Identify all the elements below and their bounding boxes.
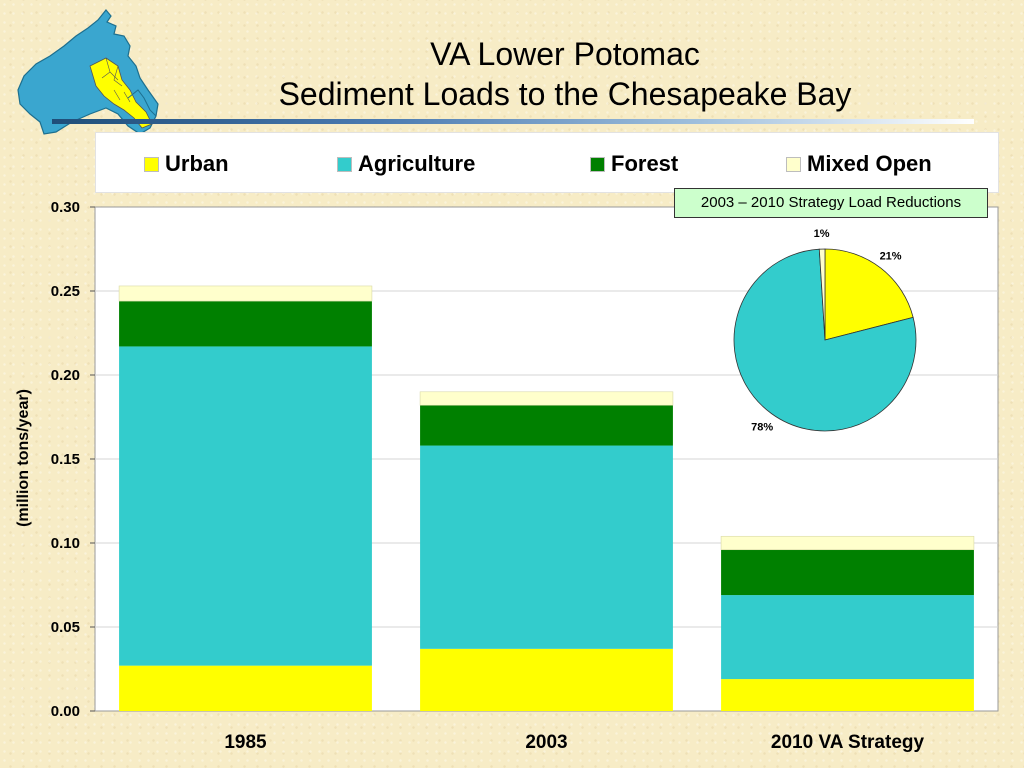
y-tick-label: 0.20 bbox=[51, 367, 80, 384]
bar-1985-agriculture bbox=[119, 346, 372, 666]
bar-2010-va-strategy-forest bbox=[721, 549, 974, 596]
title-line-1: VA Lower Potomac bbox=[430, 36, 700, 72]
legend-swatch-urban bbox=[144, 156, 159, 172]
x-tick-label: 1985 bbox=[224, 732, 267, 753]
y-tick-label: 0.10 bbox=[51, 535, 80, 552]
bar-2003-agriculture bbox=[420, 445, 673, 649]
bar-1985-mixed-open bbox=[118, 285, 373, 302]
legend-label-urban: Urban bbox=[165, 151, 229, 176]
bar-1985-urban bbox=[119, 665, 372, 711]
legend-item-mixed-open: Mixed Open bbox=[786, 151, 932, 176]
x-tick-label: 2010 VA Strategy bbox=[771, 732, 925, 753]
pie-chart-title: 2003 – 2010 Strategy Load Reductions bbox=[674, 188, 988, 218]
legend-label-agriculture: Agriculture bbox=[358, 151, 476, 176]
pie-label-urban: 21% bbox=[880, 250, 902, 262]
x-tick-label: 2003 bbox=[525, 732, 567, 753]
bar-2010-va-strategy-mixed-open bbox=[720, 535, 975, 551]
title-divider bbox=[52, 119, 974, 124]
legend-item-agriculture: Agriculture bbox=[337, 151, 476, 176]
pie-label-agriculture: 78% bbox=[751, 422, 773, 434]
legend-swatch-mixed-open bbox=[786, 156, 801, 172]
virginia-potomac-watershed-map-icon bbox=[17, 9, 159, 135]
legend-item-forest: Forest bbox=[590, 151, 679, 176]
pie-slice-mixed-open bbox=[818, 248, 826, 341]
y-tick-label: 0.00 bbox=[51, 703, 80, 720]
legend-swatch-agriculture bbox=[337, 156, 352, 172]
y-tick-label: 0.15 bbox=[51, 451, 80, 468]
bar-1985-forest bbox=[119, 301, 372, 347]
legend-item-urban: Urban bbox=[144, 151, 229, 176]
pie-slice-agriculture bbox=[733, 248, 917, 432]
y-tick-label: 0.05 bbox=[51, 619, 80, 636]
slide-title: VA Lower Potomac Sediment Loads to the C… bbox=[200, 34, 930, 114]
y-tick-label: 0.25 bbox=[51, 283, 80, 300]
bar-2003-mixed-open bbox=[419, 391, 674, 406]
legend-label-forest: Forest bbox=[611, 151, 679, 176]
bar-2010-va-strategy-agriculture bbox=[721, 595, 974, 680]
legend-label-mixed-open: Mixed Open bbox=[807, 151, 932, 176]
title-line-2: Sediment Loads to the Chesapeake Bay bbox=[278, 76, 852, 112]
y-tick-label: 0.30 bbox=[51, 199, 80, 216]
legend-swatch-forest bbox=[590, 156, 605, 172]
y-axis-label-text: (million tons/year) bbox=[15, 389, 32, 527]
pie-slice-urban bbox=[824, 248, 914, 341]
bar-2003-forest bbox=[420, 405, 673, 446]
chart-legend: Urban Agriculture Forest Mixed Open bbox=[95, 132, 999, 193]
bar-2003-urban bbox=[420, 648, 673, 711]
pie-label-mixed-open: 1% bbox=[814, 228, 830, 240]
bar-2010-va-strategy-urban bbox=[721, 679, 974, 711]
